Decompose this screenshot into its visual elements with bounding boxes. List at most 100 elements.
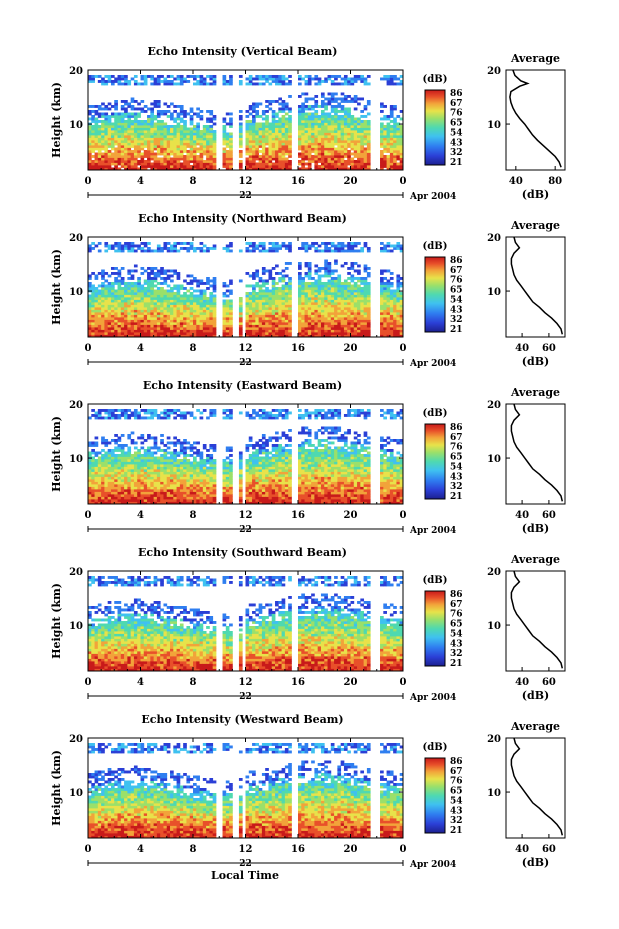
heatmap-cell [120, 247, 125, 250]
heatmap-cell [324, 102, 328, 106]
heatmap-cell [261, 284, 266, 288]
heatmap-cell [170, 292, 174, 295]
heatmap-cell [366, 309, 371, 313]
heatmap-cell [317, 152, 322, 156]
heatmap-cell [363, 294, 368, 298]
heatmap-cell [393, 160, 397, 163]
heatmap-cell [94, 451, 99, 455]
heatmap-cell [114, 294, 118, 298]
heatmap-cell [320, 142, 325, 146]
heatmap-cell [206, 249, 210, 253]
heatmap-cell [107, 294, 112, 298]
heatmap-cell [347, 329, 351, 333]
heatmap-cell [101, 479, 105, 482]
heatmap-cell [317, 145, 322, 148]
heatmap-cell [127, 137, 132, 141]
heatmap-cell [156, 145, 161, 148]
heatmap-cell [275, 157, 279, 161]
heatmap-cell [389, 297, 394, 300]
heatmap-cell [363, 167, 368, 171]
panel-title: Echo Intensity (Eastward Beam) [143, 379, 342, 392]
heatmap-cell [133, 137, 138, 141]
heatmap-cell [278, 125, 282, 128]
heatmap-cell [301, 334, 305, 338]
heatmap-cell [271, 294, 276, 298]
heatmap-cell [222, 152, 227, 156]
heatmap-cell [104, 501, 109, 505]
heatmap-cell [281, 274, 286, 278]
heatmap-cell [88, 117, 92, 121]
heatmap-cell [176, 317, 181, 320]
heatmap-cell [271, 292, 276, 295]
heatmap-cell [91, 486, 95, 490]
heatmap-cell [133, 489, 138, 492]
heatmap-cell [360, 292, 365, 295]
heatmap-cell [284, 102, 289, 106]
heatmap-cell [275, 150, 279, 153]
heatmap-cell [380, 150, 384, 153]
heatmap-cell [399, 155, 404, 158]
heatmap-cell [101, 307, 105, 310]
heatmap-cell [206, 147, 210, 151]
heatmap-cell [130, 304, 135, 308]
heatmap-cell [127, 82, 132, 86]
heatmap-cell [97, 474, 102, 477]
heatmap-cell [353, 334, 358, 338]
heatmap-cell [386, 117, 391, 121]
heatmap-cell [91, 409, 95, 412]
heatmap-cell [324, 135, 328, 138]
heatmap-cell [120, 449, 125, 452]
heatmap-cell [101, 277, 105, 280]
heatmap-cell [317, 140, 322, 143]
heatmap-cell [124, 304, 128, 308]
heatmap-cell [255, 274, 260, 278]
heatmap-cell [147, 152, 151, 156]
heatmap-cell [265, 105, 269, 108]
heatmap-cell [229, 329, 233, 333]
heatmap-cell [107, 75, 112, 78]
heatmap-cell [383, 127, 387, 131]
heatmap-cell [225, 332, 230, 335]
heatmap-cell [166, 299, 171, 303]
heatmap-cell [275, 75, 279, 78]
heatmap-cell [383, 142, 387, 146]
heatmap-cell [350, 80, 355, 83]
heatmap-cell [91, 117, 95, 121]
heatmap-cell [110, 132, 115, 136]
heatmap-cell [107, 297, 112, 300]
heatmap-cell [160, 110, 164, 113]
heatmap-cell [353, 100, 358, 103]
heatmap-cell [104, 494, 109, 497]
heatmap-cell [212, 140, 217, 143]
heatmap-cell [104, 307, 109, 310]
heatmap-cell [268, 334, 273, 338]
heatmap-cell [170, 287, 174, 290]
heatmap-cell [183, 120, 187, 123]
heatmap-cell [166, 140, 171, 143]
heatmap-cell [301, 292, 305, 295]
heatmap-cell [278, 167, 282, 171]
heatmap-cell [314, 160, 319, 163]
heatmap-cell [298, 162, 302, 166]
heatmap-cell [94, 441, 99, 445]
heatmap-cell [179, 142, 184, 146]
heatmap-cell [133, 125, 138, 128]
heatmap-cell [353, 75, 358, 78]
heatmap-cell [183, 299, 187, 303]
heatmap-cell [104, 279, 109, 283]
heatmap-cell [179, 302, 184, 305]
heatmap-cell [160, 304, 164, 308]
heatmap-cell [101, 147, 105, 151]
heatmap-cell [147, 150, 151, 153]
heatmap-cell [110, 125, 115, 128]
heatmap-cell [252, 160, 256, 163]
heatmap-cell [396, 289, 401, 293]
heatmap-cell [284, 312, 289, 315]
heatmap-cell [298, 282, 302, 285]
heatmap-cell [206, 132, 210, 136]
heatmap-cell [147, 279, 151, 283]
heatmap-cell [225, 302, 230, 305]
heatmap-cell [383, 105, 387, 108]
heatmap-cell [104, 409, 109, 412]
heatmap-cell [245, 140, 250, 143]
